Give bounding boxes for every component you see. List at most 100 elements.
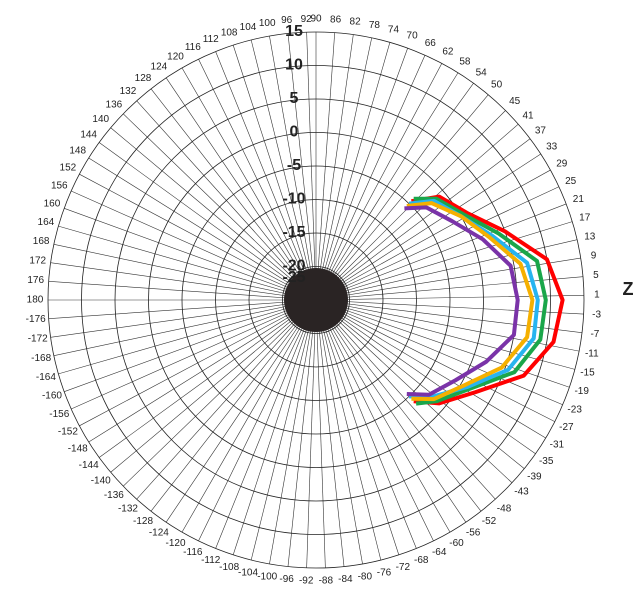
r-tick-label: 10: [285, 57, 303, 74]
theta-tick-label: 37: [535, 126, 547, 137]
theta-tick-label: -148: [68, 444, 88, 455]
ring: [47, 31, 585, 569]
ring: [248, 232, 384, 368]
theta-tick-label: -60: [449, 538, 464, 549]
theta-tick-label: 50: [491, 79, 503, 90]
theta-tick-label: 58: [459, 56, 471, 67]
theta-tick-label: -104: [238, 567, 258, 578]
theta-tick-label: -7: [590, 329, 599, 340]
theta-tick-label: -120: [165, 538, 185, 549]
theta-tick-label: 108: [221, 27, 238, 38]
theta-tick-label: 13: [584, 231, 596, 242]
theta-tick-label: -64: [432, 547, 447, 558]
theta-tick-label: 144: [80, 129, 97, 140]
theta-tick-label: -132: [118, 503, 138, 514]
theta-tick-label: 1: [594, 290, 600, 301]
theta-tick-label: -128: [133, 516, 153, 527]
theta-tick-label: 104: [240, 22, 257, 33]
theta-tick-label: 33: [546, 142, 558, 153]
theta-tick-label: -31: [550, 439, 565, 450]
ring: [181, 165, 451, 435]
theta-tick-label: -92: [299, 575, 314, 586]
theta-tick-label: -100: [257, 571, 277, 582]
r-tick-label: -25: [282, 269, 305, 286]
r-tick-label: -15: [282, 224, 305, 241]
series-line: [413, 196, 548, 406]
theta-tick-label: 172: [29, 256, 46, 267]
theta-tick-label: -152: [58, 427, 78, 438]
theta-tick-label: -176: [26, 314, 46, 325]
theta-tick-label: 152: [60, 163, 77, 174]
labels: 1591317212529333741455054586266707478828…: [26, 14, 602, 587]
series-line: [406, 201, 535, 402]
theta-tick-label: -11: [585, 348, 599, 359]
ring: [215, 199, 417, 401]
r-tick-label: -10: [282, 191, 305, 208]
theta-tick-label: -96: [279, 574, 294, 585]
theta-tick-label: 74: [388, 25, 400, 36]
theta-tick-label: -39: [527, 471, 542, 482]
theta-tick-label: 156: [51, 180, 68, 191]
series-line: [411, 194, 565, 406]
center-hub: [284, 268, 348, 332]
theta-tick-label: -27: [559, 422, 574, 433]
theta-tick-label: 148: [69, 146, 86, 157]
theta-tick-label: -84: [338, 574, 353, 585]
theta-tick-label: 180: [27, 295, 44, 306]
theta-tick-label: 66: [425, 38, 437, 49]
theta-tick-label: -3: [592, 309, 601, 320]
r-tick-label: -20: [282, 258, 305, 275]
theta-tick-label: 25: [565, 176, 577, 187]
theta-tick-label: -35: [539, 456, 554, 467]
ring: [148, 132, 484, 468]
theta-tick-label: 112: [203, 34, 219, 45]
theta-tick-label: 62: [442, 47, 454, 58]
r-tick-label: 0: [290, 124, 299, 141]
theta-tick-label: 9: [591, 251, 597, 262]
series: [404, 194, 565, 406]
theta-tick-label: -15: [580, 367, 595, 378]
theta-tick-label: -136: [104, 490, 124, 501]
r-tick-label: 5: [290, 90, 299, 107]
theta-tick-label: -124: [149, 528, 169, 539]
theta-tick-label: 54: [476, 67, 488, 78]
theta-tick-label: -108: [219, 562, 239, 573]
axis-label: Z: [623, 279, 634, 299]
theta-tick-label: -112: [201, 555, 221, 566]
theta-tick-label: -88: [319, 575, 334, 586]
theta-tick-label: 124: [151, 62, 168, 73]
theta-tick-label: 21: [573, 194, 585, 205]
theta-tick-label: -116: [183, 547, 203, 558]
series-line: [404, 205, 520, 397]
theta-tick-label: -164: [36, 372, 56, 383]
theta-tick-label: 90: [310, 14, 322, 25]
theta-tick-label: 29: [556, 158, 568, 169]
theta-tick-label: -76: [377, 567, 392, 578]
theta-tick-label: -68: [414, 555, 429, 566]
theta-tick-label: 45: [509, 96, 521, 107]
theta-tick-label: 92: [301, 14, 313, 25]
theta-tick-label: 96: [281, 15, 293, 26]
theta-tick-label: 78: [369, 20, 381, 31]
theta-tick-label: -52: [482, 516, 497, 527]
theta-tick-label: 86: [330, 14, 342, 25]
theta-tick-label: -144: [79, 460, 99, 471]
theta-tick-label: -140: [91, 475, 111, 486]
theta-tick-label: 70: [407, 31, 419, 42]
theta-tick-label: -80: [358, 571, 373, 582]
r-tick-label: -5: [287, 157, 301, 174]
theta-tick-label: -172: [28, 334, 48, 345]
theta-tick-label: 17: [579, 212, 591, 223]
theta-tick-label: 41: [523, 110, 535, 121]
theta-tick-label: 140: [92, 114, 109, 125]
theta-tick-label: 176: [27, 275, 44, 286]
ring: [81, 65, 551, 535]
theta-tick-label: -48: [497, 503, 512, 514]
ring: [282, 266, 350, 334]
theta-tick-label: 136: [106, 99, 123, 110]
r-tick-label: 15: [285, 23, 303, 40]
theta-tick-label: 164: [38, 217, 55, 228]
theta-tick-label: -72: [396, 562, 411, 573]
